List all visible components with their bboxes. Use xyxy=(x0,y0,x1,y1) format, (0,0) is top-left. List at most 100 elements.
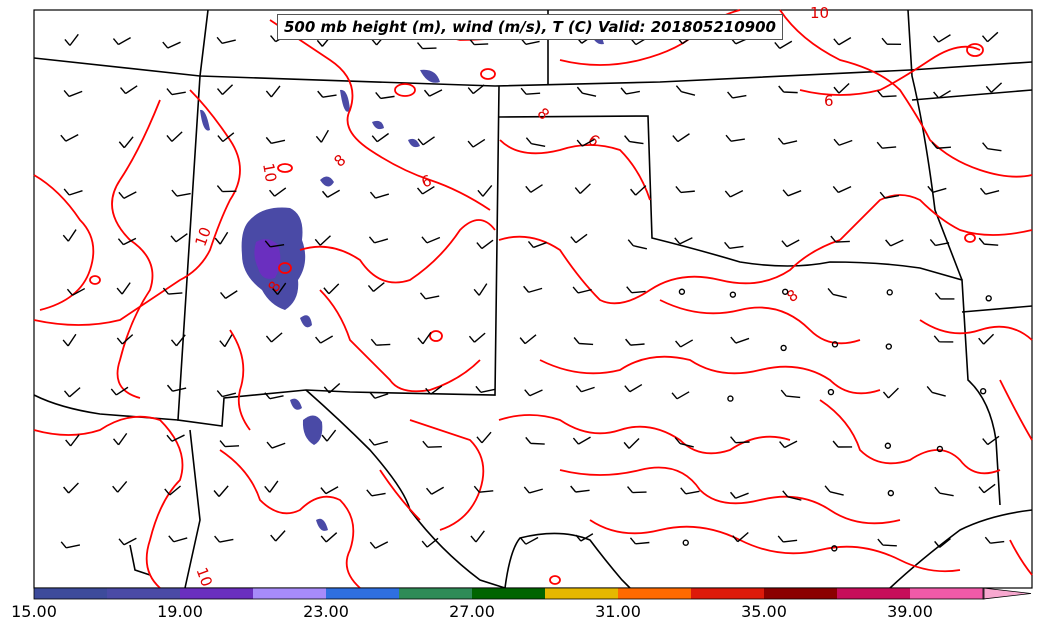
wind-barb xyxy=(830,235,850,243)
border-line xyxy=(33,57,1033,87)
contour-line xyxy=(919,319,1033,341)
contour-line xyxy=(659,299,861,345)
wind-barb xyxy=(885,239,904,247)
contour-line xyxy=(319,289,481,393)
wind-barb xyxy=(426,486,445,495)
contour-line xyxy=(269,19,491,211)
wind-barb xyxy=(675,186,695,194)
wind-barb xyxy=(217,132,235,143)
wind-barb xyxy=(116,334,134,345)
contour-line xyxy=(819,399,1001,475)
wind-barb xyxy=(419,292,440,300)
colorbar-segment xyxy=(545,588,619,599)
wind-speed-patch xyxy=(302,415,323,445)
colorbar-tick-label: 19.00 xyxy=(157,602,203,621)
colorbar-segment xyxy=(618,588,692,599)
wind-barb xyxy=(730,336,750,344)
wind-barb xyxy=(575,385,595,393)
wind-barb xyxy=(417,331,432,345)
wind-barb xyxy=(674,437,694,448)
map-title: 500 mb height (m), wind (m/s), T (C) Val… xyxy=(277,14,783,40)
colorbar-tick-label: 39.00 xyxy=(887,602,933,621)
wind-barb xyxy=(832,185,852,194)
wind-barb xyxy=(370,338,391,346)
calm-wind-circle xyxy=(886,289,893,296)
wind-speed-patch xyxy=(420,69,440,83)
wind-barb xyxy=(624,135,644,145)
wind-barb xyxy=(112,37,131,46)
wind-barb xyxy=(264,480,279,493)
wind-barb xyxy=(315,129,329,143)
wind-barb xyxy=(675,85,696,96)
colorbar-segment xyxy=(910,588,984,599)
wind-barb xyxy=(931,141,952,149)
wind-barb xyxy=(575,533,594,542)
wind-barb xyxy=(416,42,437,50)
wind-barb xyxy=(367,282,385,292)
wind-barb xyxy=(730,436,750,444)
wind-barb xyxy=(60,134,79,142)
wind-barb xyxy=(166,384,187,392)
wind-barb xyxy=(216,84,234,96)
wind-barb xyxy=(774,40,793,50)
calm-wind-circle xyxy=(831,341,839,348)
wind-barb xyxy=(780,389,801,399)
contour-loop xyxy=(277,163,293,173)
wind-barb xyxy=(170,233,188,243)
wind-barb xyxy=(214,535,234,543)
wind-barb xyxy=(323,382,341,394)
wind-barb xyxy=(219,334,233,348)
colorbar-segment xyxy=(837,588,911,599)
calm-wind-circle xyxy=(885,343,893,350)
border-line xyxy=(907,9,963,281)
wind-barb xyxy=(524,389,543,397)
wind-barb xyxy=(66,287,86,296)
wind-barb xyxy=(63,89,83,98)
wind-barb xyxy=(627,239,648,250)
wind-barb xyxy=(978,483,996,494)
wind-barb xyxy=(573,337,594,346)
contour-line xyxy=(589,519,961,573)
contour-line xyxy=(799,45,981,96)
wind-barb xyxy=(272,282,287,295)
wind-barb xyxy=(877,538,897,547)
wind-barb xyxy=(264,392,284,400)
shaded-wind-speed-areas xyxy=(200,29,604,531)
wind-barb xyxy=(729,491,749,499)
wind-barb xyxy=(882,387,899,399)
wind-barb xyxy=(265,332,283,343)
wind-barb xyxy=(164,485,181,496)
calm-wind-circle xyxy=(884,442,892,449)
wind-barb xyxy=(467,84,485,95)
colorbar-extension xyxy=(982,587,1032,600)
calm-wind-circle xyxy=(827,388,835,396)
contour-loop xyxy=(429,330,443,342)
wind-barb xyxy=(475,385,495,394)
wind-barb xyxy=(978,333,995,345)
wind-barb xyxy=(470,530,485,543)
wind-barb xyxy=(265,85,281,98)
border-line xyxy=(177,9,500,427)
wind-barb xyxy=(266,441,286,449)
wind-barb xyxy=(932,34,951,43)
border-line xyxy=(961,305,1033,313)
colorbar-tick-label: 27.00 xyxy=(449,602,495,621)
wind-barb xyxy=(423,89,443,97)
wind-barb xyxy=(781,239,800,248)
wind-barb xyxy=(216,185,237,193)
wind-barb xyxy=(368,438,388,446)
colorbar-segment xyxy=(472,588,546,599)
contour-line xyxy=(111,99,161,399)
wind-barb xyxy=(314,235,331,246)
wind-barb xyxy=(375,91,395,100)
wind-barb xyxy=(112,432,128,446)
wind-barb xyxy=(630,185,647,196)
contour-line xyxy=(33,174,95,311)
wind-barb xyxy=(477,184,493,197)
wind-barb xyxy=(421,537,439,548)
colorbar-segment xyxy=(326,588,400,599)
colorbar-outline xyxy=(33,587,985,600)
calm-wind-circle xyxy=(682,539,689,546)
wind-barb xyxy=(782,490,802,501)
